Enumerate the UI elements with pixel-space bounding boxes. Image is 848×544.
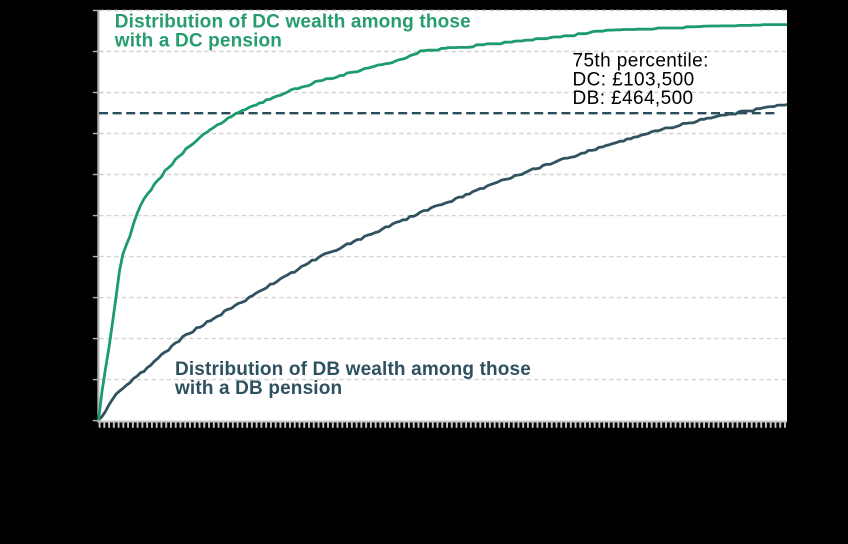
svg-text:75th percentile:: 75th percentile: [573, 51, 709, 72]
svg-text:with a DC pension: with a DC pension [114, 31, 282, 52]
svg-text:DC: £103,500: DC: £103,500 [573, 69, 695, 90]
svg-text:with a DB pension: with a DB pension [174, 378, 342, 399]
svg-text:DB: £464,500: DB: £464,500 [573, 88, 694, 109]
svg-text:Distribution of DB wealth amon: Distribution of DB wealth among those [175, 359, 531, 380]
svg-text:Distribution of DC wealth amon: Distribution of DC wealth among those [115, 12, 471, 33]
